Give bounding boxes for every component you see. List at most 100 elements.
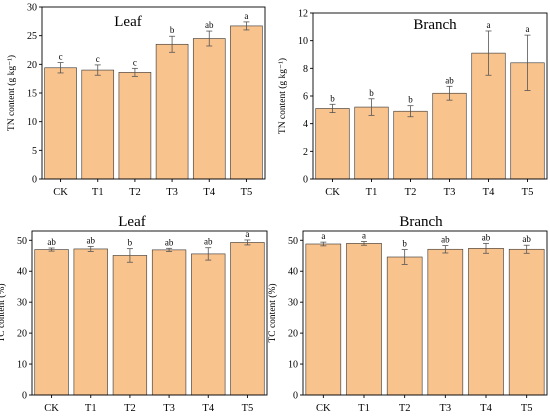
bar-T1 xyxy=(81,69,115,180)
category-label: T2 xyxy=(129,187,141,198)
y-axis-label: TN content (g kg⁻¹) xyxy=(6,55,17,131)
significance-letter: ab xyxy=(87,235,96,245)
error-bar-T1 xyxy=(368,98,375,116)
y-tick-label: 30 xyxy=(17,298,27,309)
category-label: T2 xyxy=(399,403,411,414)
y-tick-label: 30 xyxy=(288,298,298,309)
bar-T5 xyxy=(230,242,265,396)
bar-T5 xyxy=(230,25,263,180)
bar-T5 xyxy=(510,62,545,180)
bar-CK xyxy=(315,108,350,180)
y-tick-label: 0 xyxy=(22,391,27,402)
y-tick-label: 25 xyxy=(27,31,37,42)
significance-letter: c xyxy=(59,52,63,62)
y-tick-label: 30 xyxy=(27,3,37,14)
error-bar-CK xyxy=(57,62,64,74)
y-tick-label: 10 xyxy=(298,36,308,47)
error-bar-T4 xyxy=(485,30,492,76)
y-tick-label: 6 xyxy=(303,92,308,103)
significance-letter: ab xyxy=(165,237,174,247)
error-bar-T5 xyxy=(523,244,530,254)
error-bar-CK xyxy=(329,103,336,113)
y-tick-label: 20 xyxy=(27,60,37,71)
y-axis-label: TC content (%) xyxy=(267,283,278,342)
category-label: T3 xyxy=(444,187,456,198)
significance-letter: b xyxy=(170,25,175,35)
y-tick-label: 2 xyxy=(303,147,308,158)
chart-title: Leaf xyxy=(114,14,141,30)
category-label: T1 xyxy=(358,403,370,414)
y-tick-label: 10 xyxy=(27,117,37,128)
chart-title: Leaf xyxy=(118,214,145,230)
bar-T1 xyxy=(73,248,108,396)
category-label: T5 xyxy=(242,403,254,414)
bar-T2 xyxy=(386,256,423,396)
error-bar-T3 xyxy=(169,35,176,53)
bar-T3 xyxy=(155,43,189,180)
y-tick-label: 0 xyxy=(303,175,308,186)
significance-letter: ab xyxy=(445,75,454,85)
significance-letter: b xyxy=(408,95,413,105)
significance-letter: a xyxy=(526,24,530,34)
error-bar-T3 xyxy=(442,245,449,254)
bar-T1 xyxy=(354,106,389,180)
category-label: T4 xyxy=(480,403,492,414)
error-bar-T2 xyxy=(126,248,133,263)
category-label: T2 xyxy=(405,187,417,198)
chart-panel-1: c CK c T1 c T2 b T3 ab T4 a T5 0 5 10 15 20 25 30 Leaf TN co… xyxy=(6,3,266,198)
error-bar-T4 xyxy=(205,247,212,261)
significance-letter: b xyxy=(402,239,407,249)
significance-letter: c xyxy=(133,57,137,67)
y-tick-label: 10 xyxy=(17,360,27,371)
significance-letter: c xyxy=(96,54,100,64)
significance-letter: ab xyxy=(204,237,213,247)
category-label: CK xyxy=(44,403,59,414)
y-axis-label: TN content (g kg⁻¹) xyxy=(277,58,288,134)
y-axis-label: TC content (%) xyxy=(0,283,7,342)
category-label: T3 xyxy=(163,403,175,414)
error-bar-T1 xyxy=(87,246,94,252)
error-bar-T2 xyxy=(401,249,408,265)
category-label: T1 xyxy=(85,403,97,414)
y-tick-label: 20 xyxy=(288,329,298,340)
y-tick-label: 50 xyxy=(288,236,298,247)
category-label: CK xyxy=(316,403,331,414)
y-tick-label: 15 xyxy=(27,89,37,100)
error-bar-T5 xyxy=(244,239,251,246)
error-bar-T5 xyxy=(243,21,250,31)
significance-letter: a xyxy=(321,231,325,241)
bar-CK xyxy=(44,67,77,180)
y-tick-label: 4 xyxy=(303,119,308,130)
significance-letter: b xyxy=(330,93,335,103)
significance-letter: ab xyxy=(522,234,531,244)
category-label: T3 xyxy=(166,187,178,198)
bar-T2 xyxy=(393,110,428,180)
significance-letter: ab xyxy=(205,20,214,30)
bar-T2 xyxy=(118,72,152,180)
y-tick-label: 0 xyxy=(293,391,298,402)
significance-letter: ab xyxy=(441,235,450,245)
bar-T2 xyxy=(112,255,148,396)
significance-letter: a xyxy=(362,231,366,241)
y-tick-label: 0 xyxy=(32,175,37,186)
plot-frame xyxy=(302,230,548,396)
bar-T1 xyxy=(346,243,382,396)
category-label: T4 xyxy=(203,187,215,198)
chart-title: Branch xyxy=(399,214,443,230)
chart-panel-4: a CK a T1 b T2 ab T3 ab T4 ab T5 0 10 20 30 40 50 Branch TC… xyxy=(267,214,548,414)
bar-CK xyxy=(305,243,342,396)
error-bar-T3 xyxy=(446,85,453,101)
category-label: T4 xyxy=(483,187,495,198)
y-tick-label: 5 xyxy=(32,146,37,157)
y-tick-label: 20 xyxy=(17,329,27,340)
error-bar-T3 xyxy=(166,247,173,252)
significance-letter: a xyxy=(245,229,249,239)
category-label: CK xyxy=(325,187,340,198)
error-bar-T2 xyxy=(407,105,414,118)
significance-letter: ab xyxy=(47,237,56,247)
error-bar-T2 xyxy=(131,67,138,77)
bar-T4 xyxy=(468,248,504,396)
significance-letter: b xyxy=(128,238,133,248)
error-bar-T5 xyxy=(524,34,531,91)
